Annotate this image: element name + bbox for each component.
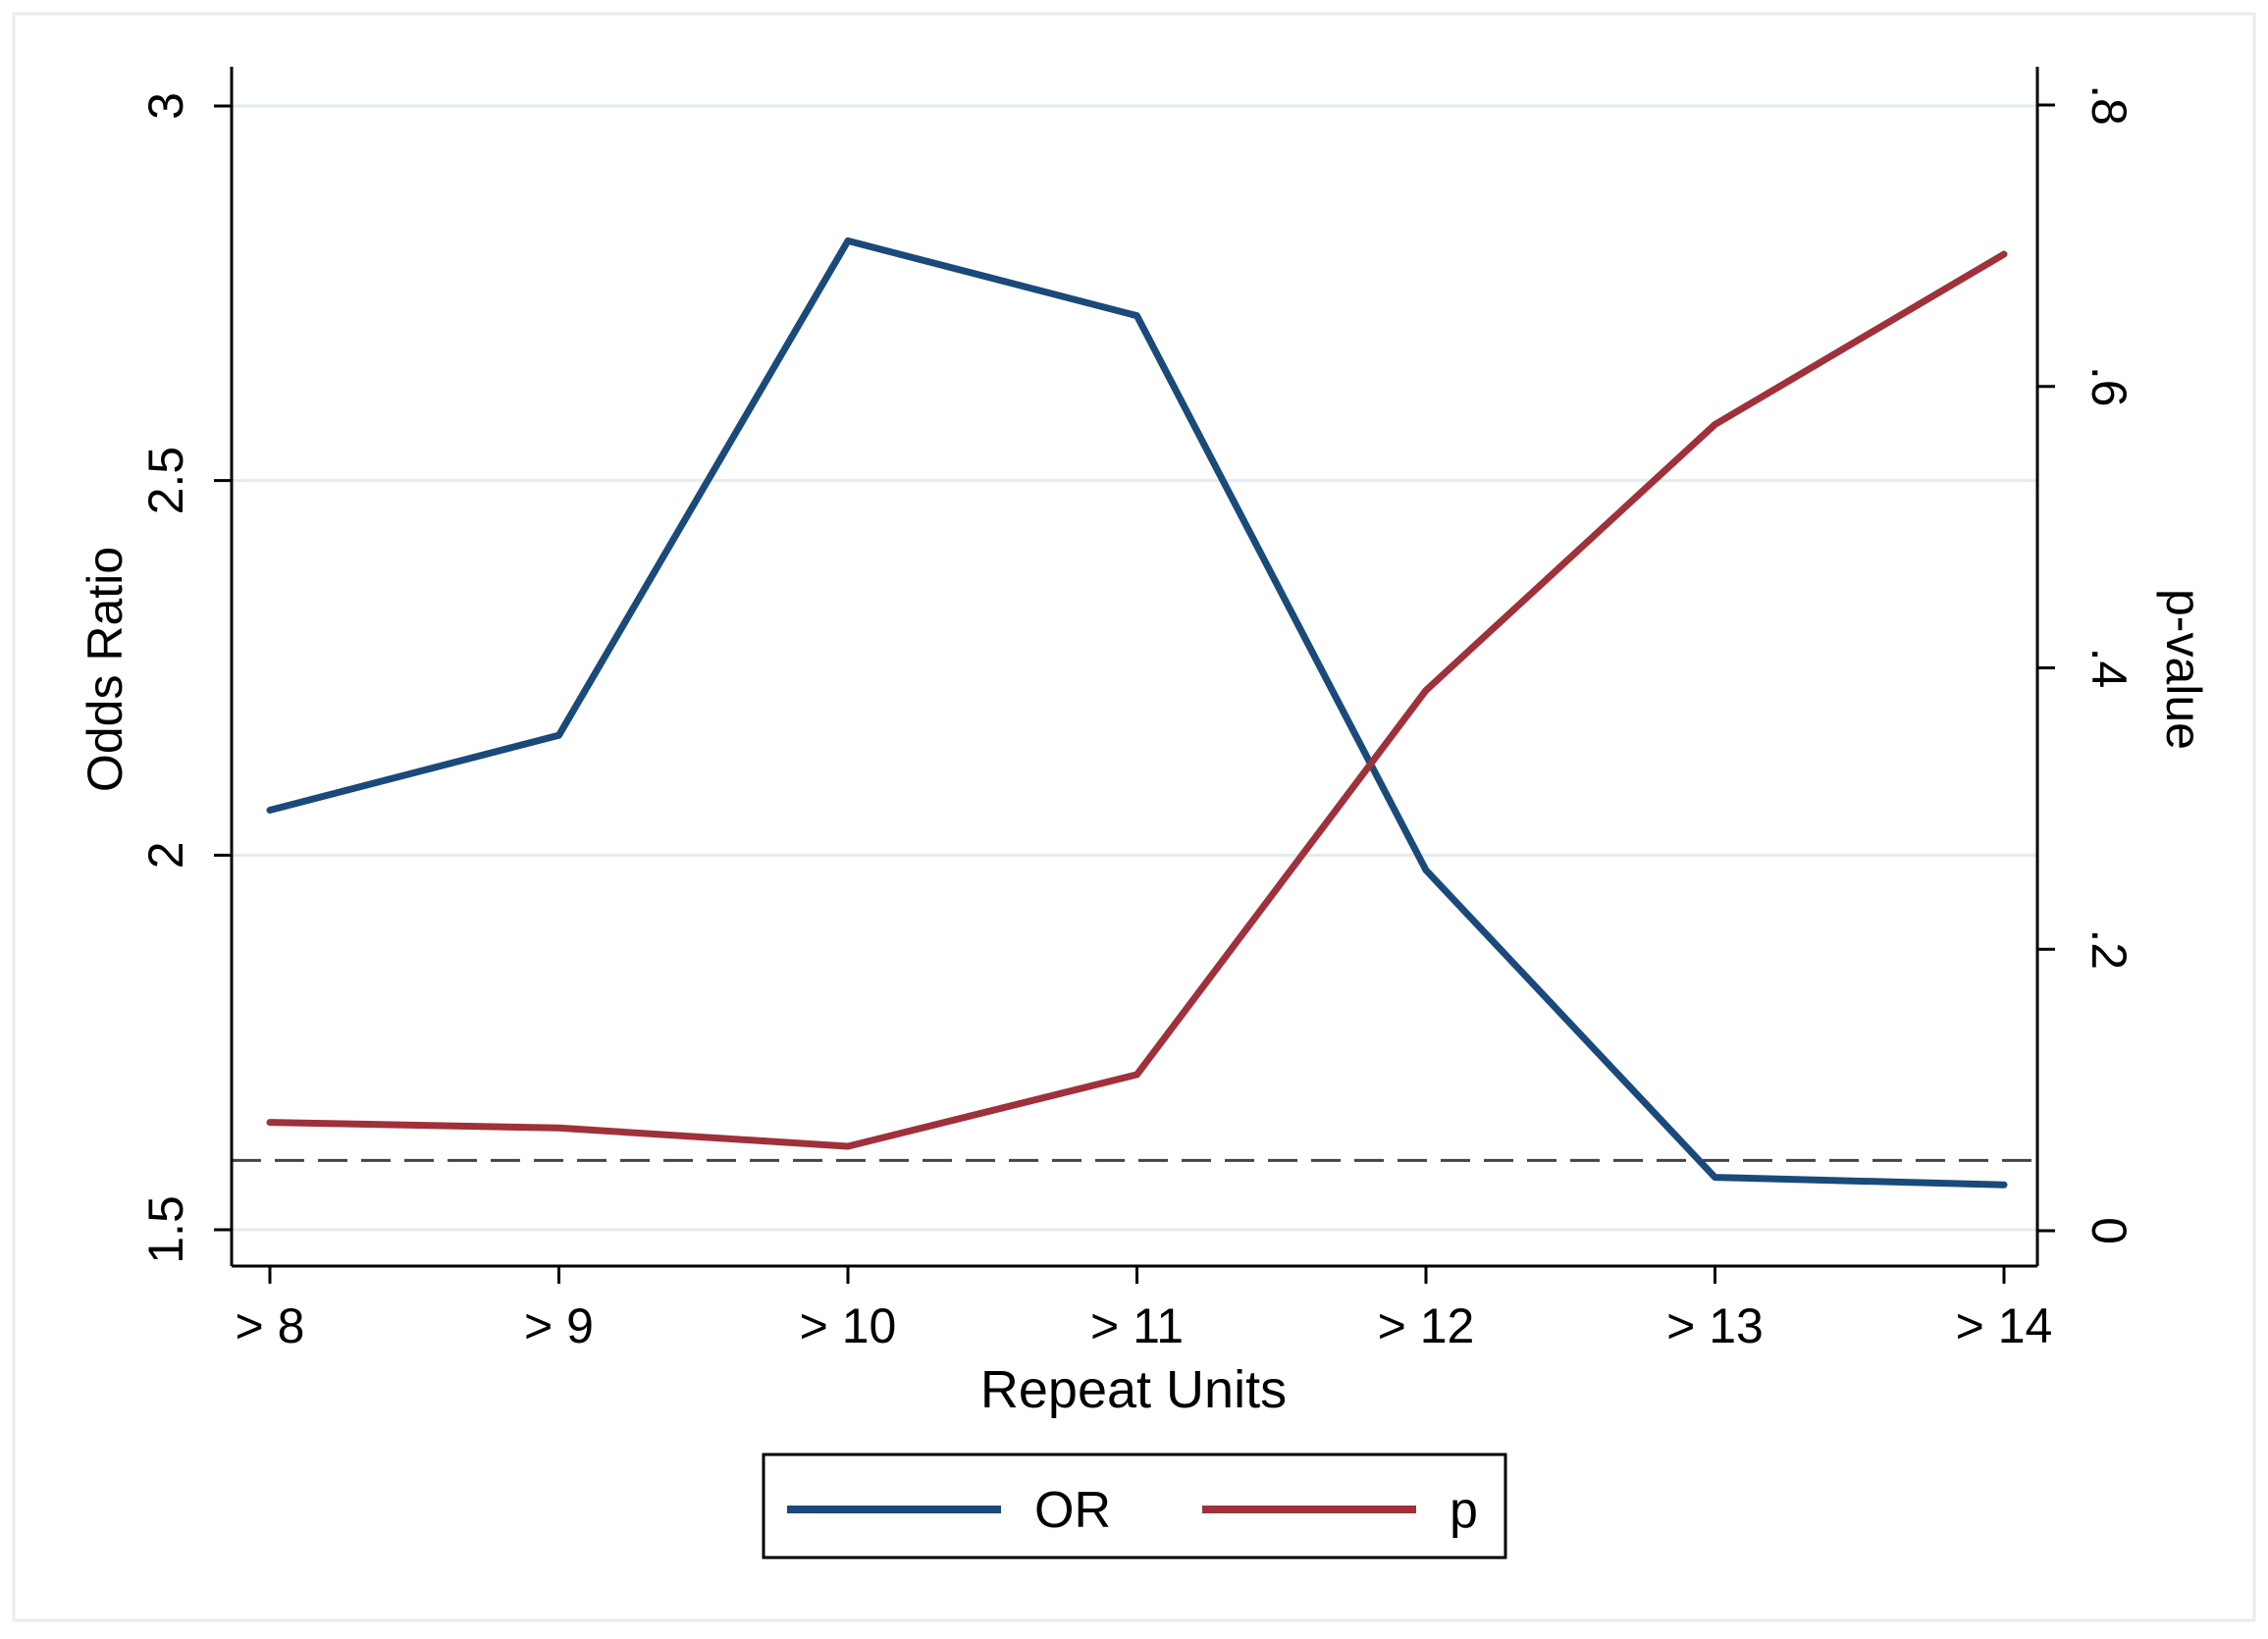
grid-layer [232, 104, 2037, 1232]
series-layer [266, 237, 2008, 1189]
y2-tick-label: .6 [2082, 366, 2136, 407]
series-line-or [266, 237, 2008, 1189]
x-tick-label: > 13 [1666, 1298, 1764, 1353]
legend: OR p [762, 1453, 1507, 1560]
y-axis-label: Odds Ratio [78, 547, 132, 792]
legend-label-or: OR [1034, 1482, 1111, 1539]
x-tick-label: > 11 [1090, 1298, 1184, 1353]
y-tick-label: 2 [138, 841, 193, 869]
y-tick-label: 1.5 [138, 1195, 193, 1264]
axes-layer: 1.5 2 2.5 3 0 .2 .4 .6 .8 > 8 > 9 > 10 > 11 > 12 > 13 >… [138, 67, 2136, 1353]
legend-label-p: p [1450, 1482, 1478, 1539]
series-line-p [266, 250, 2008, 1150]
x-tick-label: > 8 [236, 1298, 305, 1353]
y2-tick-label: .4 [2082, 648, 2136, 689]
y2-tick-label: 0 [2082, 1217, 2136, 1244]
x-tick-label: > 9 [524, 1298, 594, 1353]
x-axis-label: Repeat Units [980, 1360, 1287, 1419]
y-tick-label: 2.5 [138, 447, 193, 515]
outer-frame [12, 12, 2256, 1622]
y2-tick-label: .2 [2082, 928, 2136, 970]
y2-axis-label: p-value [2156, 589, 2211, 750]
x-tick-label: > 12 [1378, 1298, 1475, 1353]
y2-tick-label: .8 [2082, 84, 2136, 126]
x-tick-label: > 10 [800, 1298, 897, 1353]
x-tick-label: > 14 [1956, 1298, 2053, 1353]
y-tick-label: 3 [138, 92, 193, 120]
